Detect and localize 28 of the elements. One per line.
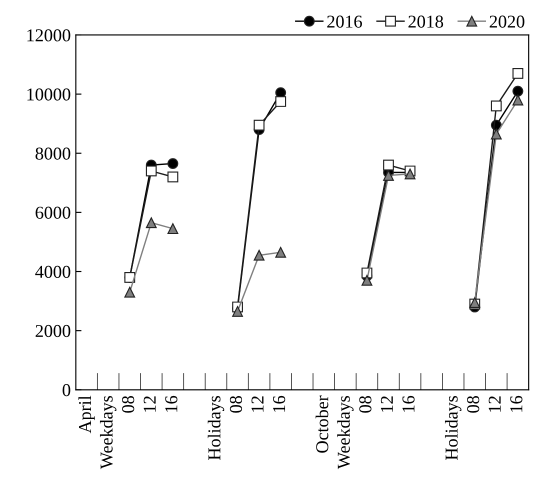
legend-label: 2016 xyxy=(327,16,362,28)
x-tick-label: Holidays xyxy=(208,396,224,460)
legend-label: 2020 xyxy=(490,16,524,28)
x-tick-label: 08 xyxy=(122,396,134,413)
legend-label: 2018 xyxy=(408,16,444,28)
x-tick-label: 16 xyxy=(273,396,286,412)
x-tick-label: 12 xyxy=(144,396,156,412)
x-tick-label: Holidays xyxy=(444,396,462,460)
x-tick-label: 08 xyxy=(467,396,480,413)
y-tick-label: 4000 xyxy=(35,266,70,278)
x-tick-label: April xyxy=(78,396,95,434)
y-tick-label: 6000 xyxy=(36,206,70,219)
x-tick-label: 16 xyxy=(402,396,415,412)
y-tick-label: 2000 xyxy=(36,324,70,338)
y-tick-label: 0 xyxy=(62,384,70,396)
x-tick-label: 08 xyxy=(230,396,242,413)
x-tick-label: Weekdays xyxy=(100,396,116,470)
x-tick-label: Weekdays xyxy=(337,396,354,470)
y-tick-label: 12000 xyxy=(27,29,70,42)
x-tick-label: 16 xyxy=(510,396,522,412)
x-tick-label: 12 xyxy=(252,396,264,412)
x-tick-label: 08 xyxy=(359,396,372,413)
x-tick-label: 16 xyxy=(165,396,178,412)
y-tick-label: 10000 xyxy=(27,88,70,101)
x-tick-label: 12 xyxy=(488,396,501,412)
x-tick-label: October xyxy=(316,395,328,453)
x-tick-label: 12 xyxy=(380,396,393,412)
y-tick-label: 8000 xyxy=(36,148,70,160)
